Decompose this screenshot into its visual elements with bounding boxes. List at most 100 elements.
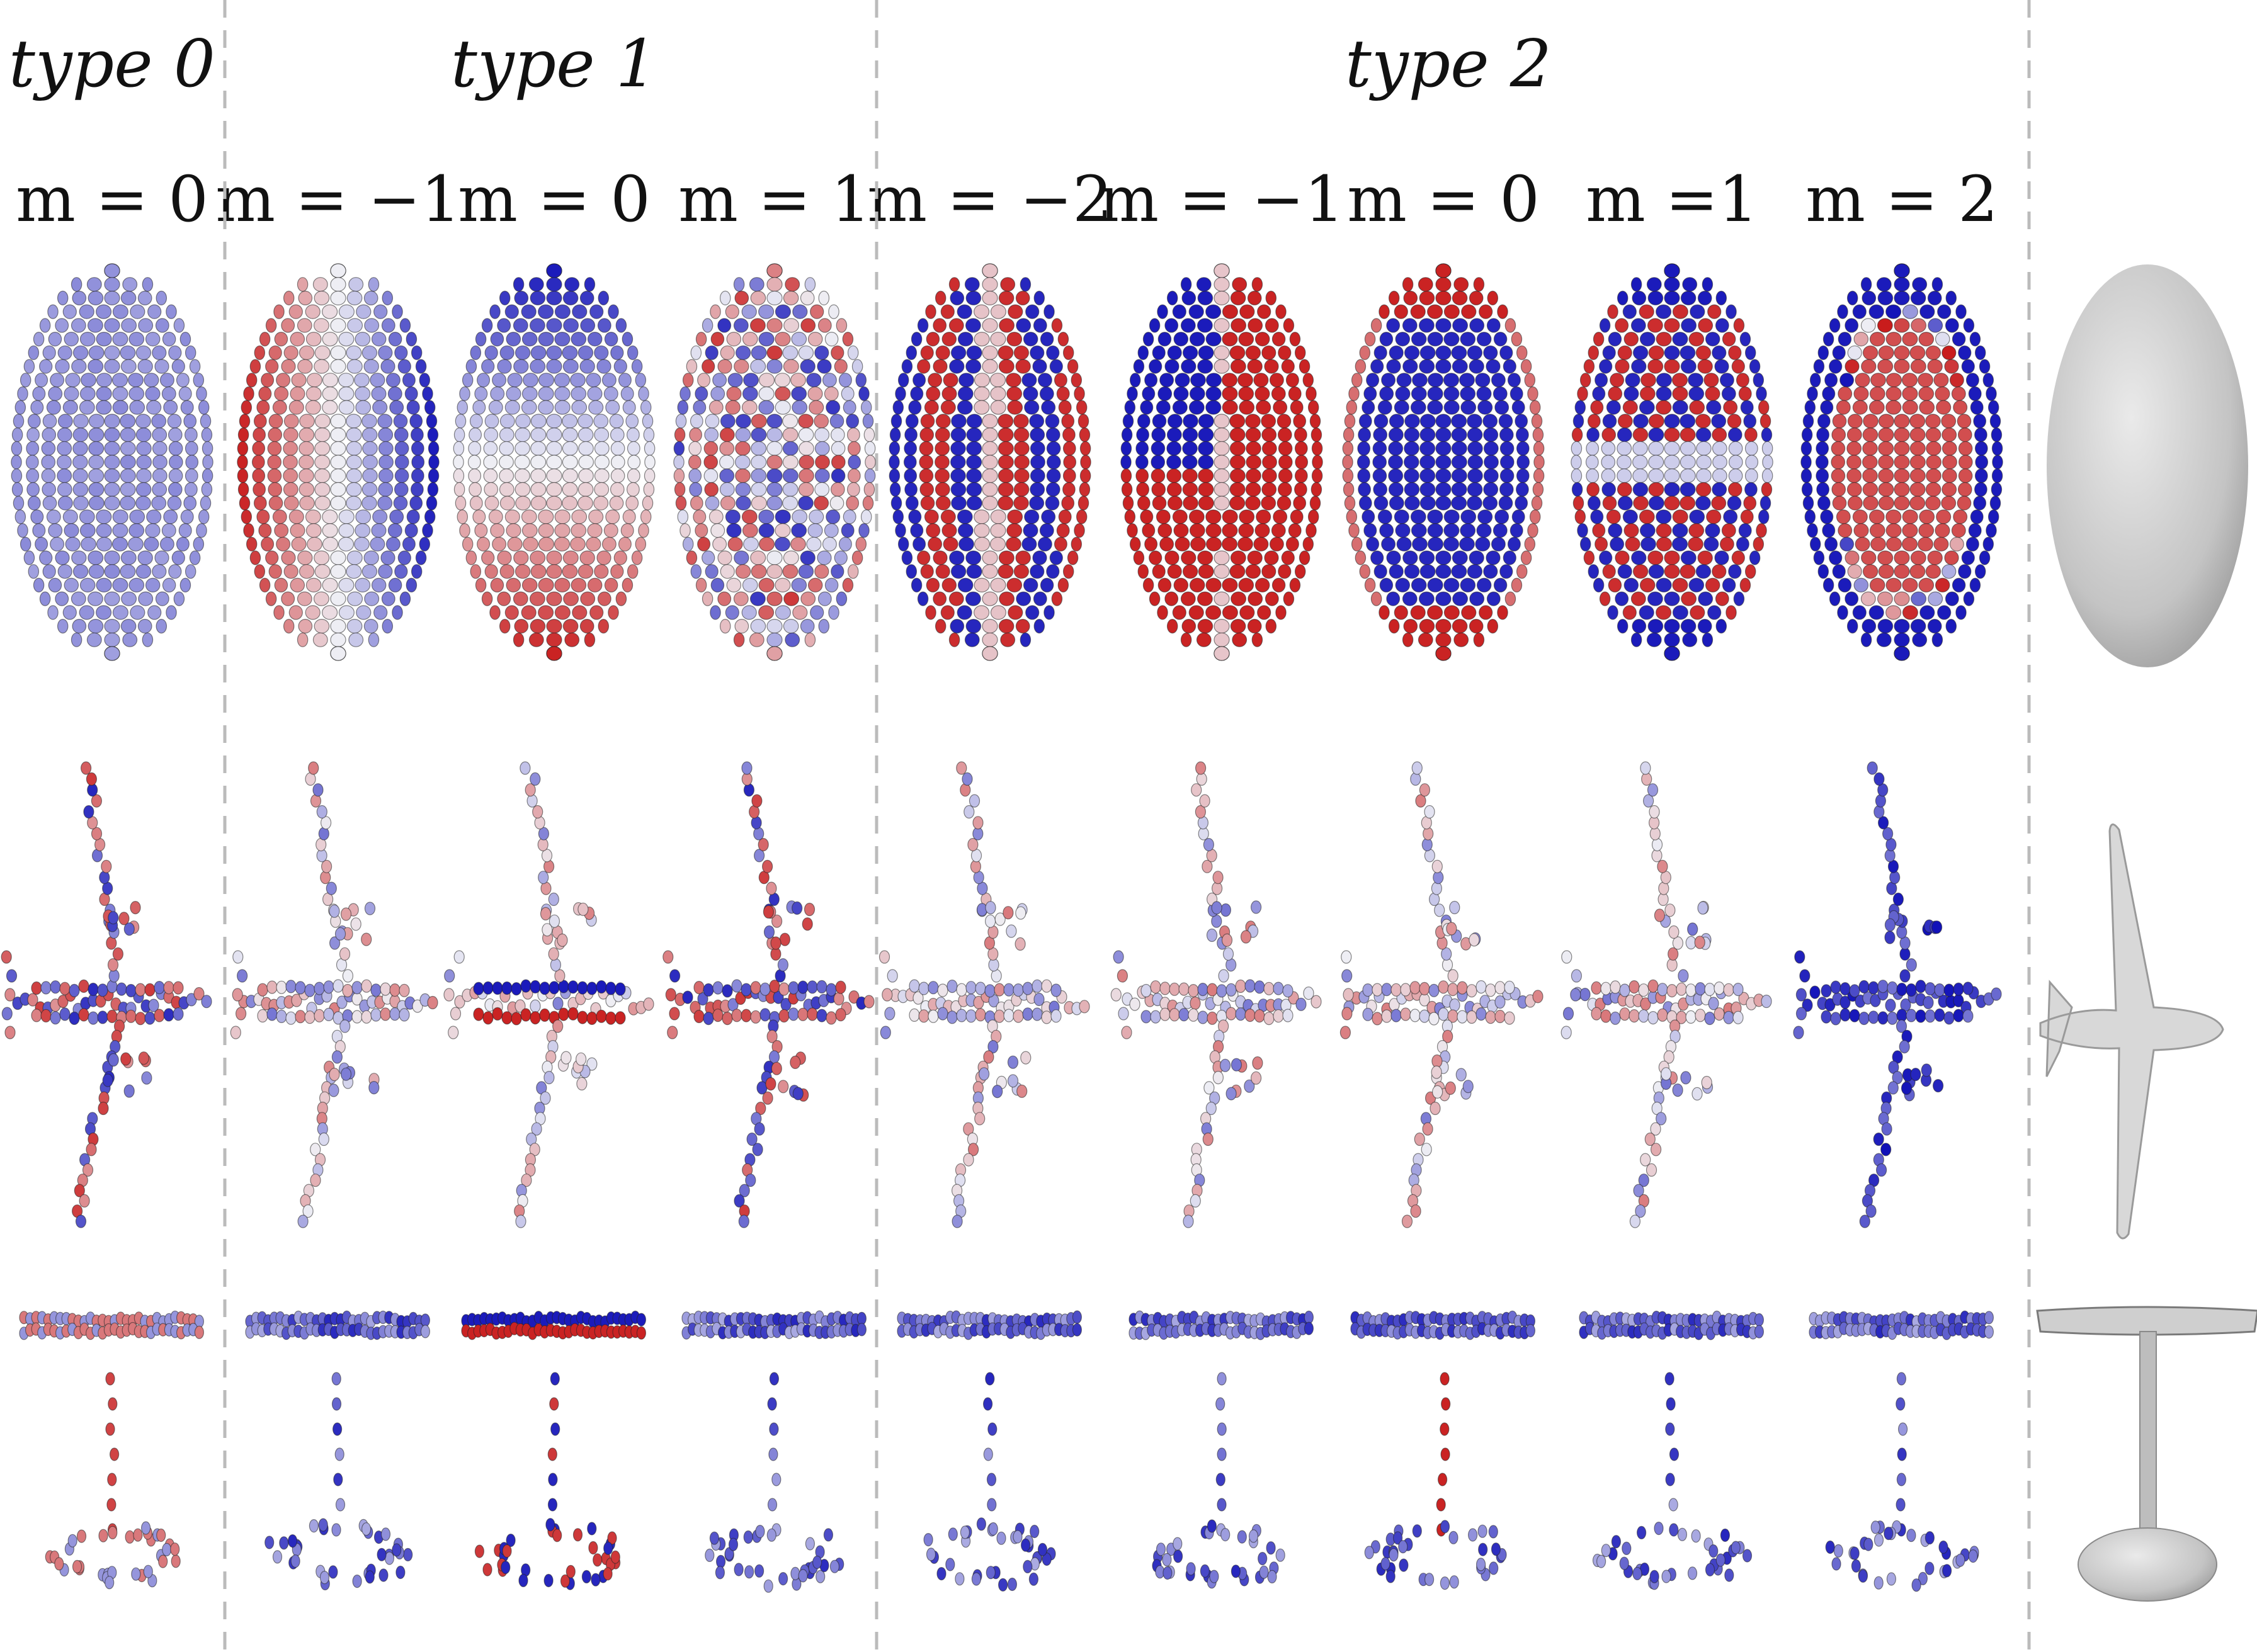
sphere-point — [766, 591, 783, 606]
airplane-point — [1449, 900, 1460, 915]
table-point — [1248, 1529, 1259, 1543]
table-point — [1173, 1537, 1183, 1551]
table-point — [67, 1534, 77, 1547]
sphere-point — [1601, 427, 1617, 443]
table-point — [1622, 1541, 1632, 1555]
sphere-point — [1622, 304, 1637, 319]
sphere-point — [474, 386, 488, 402]
sphere-point — [751, 482, 767, 497]
sphere-point — [1760, 414, 1771, 429]
sphere-point — [851, 550, 863, 565]
sphere-point — [1452, 550, 1468, 565]
table-point — [987, 1422, 998, 1436]
sphere-point — [1025, 605, 1040, 620]
sphere-point — [1894, 632, 1910, 647]
airplane-point — [1887, 1011, 1898, 1025]
sphere-point — [719, 427, 735, 443]
sphere-point — [828, 304, 839, 319]
airplane-point — [1225, 1087, 1237, 1100]
airplane-point — [1415, 794, 1426, 808]
sphere-point — [128, 331, 145, 347]
airplane-point — [1434, 903, 1445, 917]
airplane-point — [669, 1007, 680, 1021]
airplane-point — [1638, 983, 1649, 997]
sphere-point — [411, 345, 423, 360]
sphere-point — [72, 564, 89, 579]
sphere-point — [1166, 427, 1182, 443]
sphere-point — [751, 441, 767, 456]
ellipsoid-mesh — [2047, 264, 2248, 667]
sphere-point — [912, 373, 926, 388]
sphere-point — [168, 441, 183, 456]
sphere-point — [50, 373, 65, 388]
sphere-point — [142, 277, 154, 292]
sphere-point — [1395, 331, 1411, 347]
table-point — [1007, 1577, 1018, 1592]
airplane-point — [577, 1010, 588, 1024]
sphere-point — [1372, 455, 1387, 470]
sphere-point — [1648, 564, 1664, 579]
sphere-point — [1129, 373, 1141, 388]
sphere-point — [1412, 373, 1428, 388]
sphere-point — [951, 414, 967, 429]
airplane-point — [520, 1008, 532, 1022]
sphere-point — [1647, 359, 1664, 374]
sphere-point — [1257, 304, 1271, 319]
airplane-point — [1651, 1143, 1662, 1157]
table-point — [1217, 1422, 1227, 1436]
sphere-point — [1804, 509, 1816, 524]
sphere-point — [1743, 414, 1757, 429]
sphere-point — [1970, 509, 1984, 524]
sphere-point — [1159, 536, 1174, 552]
sphere-point — [926, 523, 941, 538]
sphere-point — [1459, 536, 1475, 552]
sphere-point — [1715, 318, 1729, 333]
airplane-point — [40, 1009, 52, 1023]
sphere-point — [1427, 331, 1443, 347]
sphere-point — [1174, 536, 1190, 552]
sphere-point — [201, 427, 213, 443]
sphere-point — [1181, 550, 1197, 565]
sphere-point — [1712, 441, 1727, 456]
airplane-point — [50, 1011, 61, 1025]
sphere-point — [1739, 577, 1751, 593]
sphere-point — [499, 427, 515, 443]
airplane-point — [1419, 783, 1430, 797]
sphere-point — [673, 455, 685, 470]
sphere-point — [1970, 400, 1984, 415]
airplane-point — [276, 1009, 287, 1024]
airplane-point — [1150, 1010, 1161, 1024]
sphere-point — [1181, 618, 1197, 634]
table-point — [1259, 1565, 1269, 1579]
sphere-point — [1499, 427, 1514, 443]
table-point — [1955, 1553, 1965, 1567]
sphere-point — [128, 577, 145, 593]
sphere-point — [428, 455, 440, 470]
sphere-point — [807, 577, 823, 593]
table-point — [1220, 1528, 1231, 1542]
sphere-point — [1174, 373, 1190, 388]
sphere-point — [1076, 509, 1088, 524]
sphere-point — [1953, 509, 1968, 524]
sphere-point — [1395, 386, 1411, 402]
sphere-point — [1991, 441, 2003, 456]
sphere-point — [388, 331, 402, 347]
table-point — [1731, 1541, 1741, 1554]
sphere-point — [297, 318, 312, 333]
airplane-point — [1638, 1009, 1649, 1023]
sphere-point — [1911, 318, 1927, 333]
sphere-point — [843, 509, 856, 524]
sphere-point — [1427, 373, 1444, 388]
sphere-point — [998, 482, 1014, 497]
airplane-point — [99, 871, 110, 885]
sphere-point — [562, 482, 578, 497]
table-point — [1217, 1372, 1227, 1386]
airplane-point — [575, 1052, 587, 1066]
table-point — [769, 1422, 779, 1436]
airplane-point — [125, 1009, 137, 1023]
airplane-point — [526, 794, 538, 808]
sphere-point — [72, 441, 88, 456]
sphere-point — [1469, 318, 1485, 333]
airplane-point — [295, 981, 306, 995]
airplane-point — [826, 983, 837, 997]
